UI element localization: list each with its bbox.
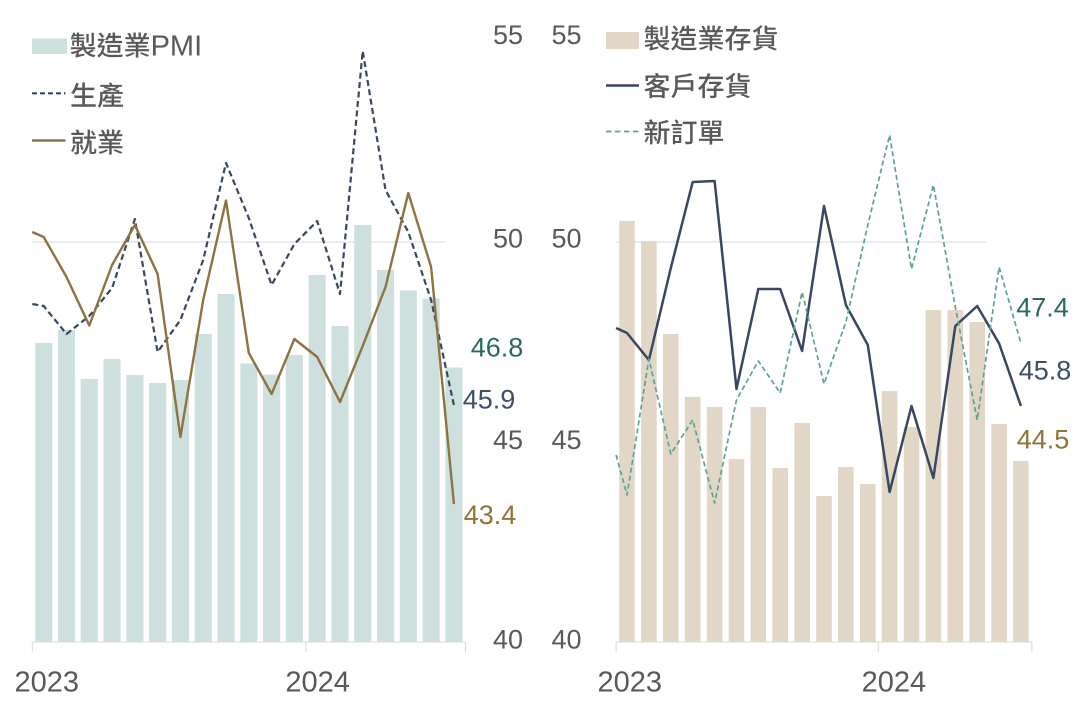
svg-text:2023: 2023: [597, 667, 662, 699]
svg-text:55: 55: [551, 20, 581, 50]
svg-text:50: 50: [493, 224, 523, 254]
svg-text:44.5: 44.5: [1017, 425, 1070, 455]
svg-text:45: 45: [551, 425, 581, 455]
svg-text:45.9: 45.9: [463, 385, 516, 415]
svg-text:50: 50: [551, 224, 581, 254]
svg-text:55: 55: [493, 20, 523, 50]
svg-text:45: 45: [493, 425, 523, 455]
svg-text:2024: 2024: [285, 667, 350, 699]
svg-text:46.8: 46.8: [471, 333, 524, 363]
svg-text:40: 40: [493, 625, 523, 655]
svg-text:40: 40: [551, 625, 581, 655]
svg-text:47.4: 47.4: [1016, 293, 1069, 323]
svg-text:2023: 2023: [15, 667, 80, 699]
svg-text:2024: 2024: [862, 667, 927, 699]
svg-text:PMI: PMI: [151, 31, 203, 63]
svg-text:43.4: 43.4: [464, 500, 517, 530]
svg-text:45.8: 45.8: [1019, 356, 1072, 386]
